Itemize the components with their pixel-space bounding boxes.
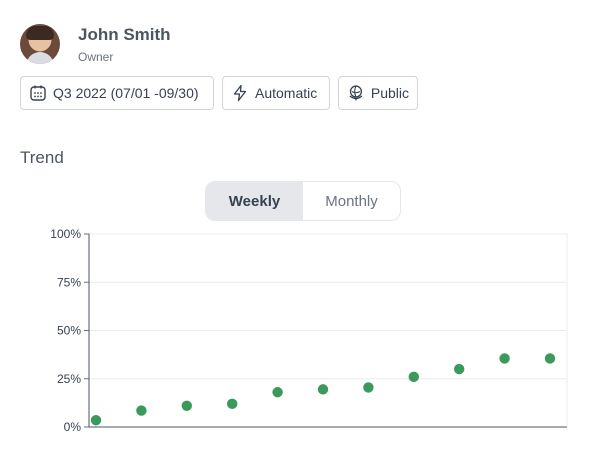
period-chip-label: Q3 2022 (07/01 -09/30) xyxy=(53,85,199,101)
y-tick-label: 100% xyxy=(50,227,81,241)
public-chip[interactable]: Public xyxy=(338,76,418,110)
period-chip[interactable]: Q3 2022 (07/01 -09/30) xyxy=(20,76,214,110)
data-point[interactable] xyxy=(544,353,556,364)
public-chip-label: Public xyxy=(370,85,409,101)
data-point[interactable] xyxy=(227,398,238,410)
owner-info: John Smith Owner xyxy=(20,24,171,64)
owner-role: Owner xyxy=(78,50,114,64)
section-title: Trend xyxy=(20,148,64,167)
weekly-toggle-button[interactable]: Weekly xyxy=(206,182,303,220)
data-point[interactable] xyxy=(272,387,283,398)
automatic-chip-label: Automatic xyxy=(255,85,318,101)
chart-axes xyxy=(88,234,567,428)
data-point[interactable] xyxy=(499,353,510,364)
calendar-icon xyxy=(30,85,46,101)
lightning-icon xyxy=(233,84,247,102)
y-axis-ticks: 0% 25% 50% 75% 100% xyxy=(50,227,89,434)
chip-bar: Q3 2022 (07/01 -09/30) Automatic Public xyxy=(20,76,418,110)
chart-points xyxy=(90,353,556,426)
data-point[interactable] xyxy=(317,384,329,395)
owner-text: John Smith Owner xyxy=(78,24,171,64)
data-point[interactable] xyxy=(408,371,419,383)
y-tick-label: 0% xyxy=(64,420,82,434)
avatar xyxy=(20,24,60,64)
data-point[interactable] xyxy=(136,405,147,416)
data-point[interactable] xyxy=(90,415,102,426)
automatic-chip[interactable]: Automatic xyxy=(222,76,330,110)
data-point[interactable] xyxy=(454,363,465,375)
data-point[interactable] xyxy=(363,382,374,393)
trend-chart: 0% 25% 50% 75% 100% xyxy=(50,227,568,434)
globe-icon xyxy=(349,85,363,101)
chart-grid xyxy=(89,233,568,427)
data-point[interactable] xyxy=(181,400,192,411)
owner-name: John Smith xyxy=(78,25,171,44)
monthly-toggle-button[interactable]: Monthly xyxy=(325,192,378,210)
period-toggle: Weekly Monthly xyxy=(205,181,401,221)
y-tick-label: 25% xyxy=(57,372,81,386)
y-tick-label: 75% xyxy=(57,275,81,289)
y-tick-label: 50% xyxy=(57,324,81,338)
